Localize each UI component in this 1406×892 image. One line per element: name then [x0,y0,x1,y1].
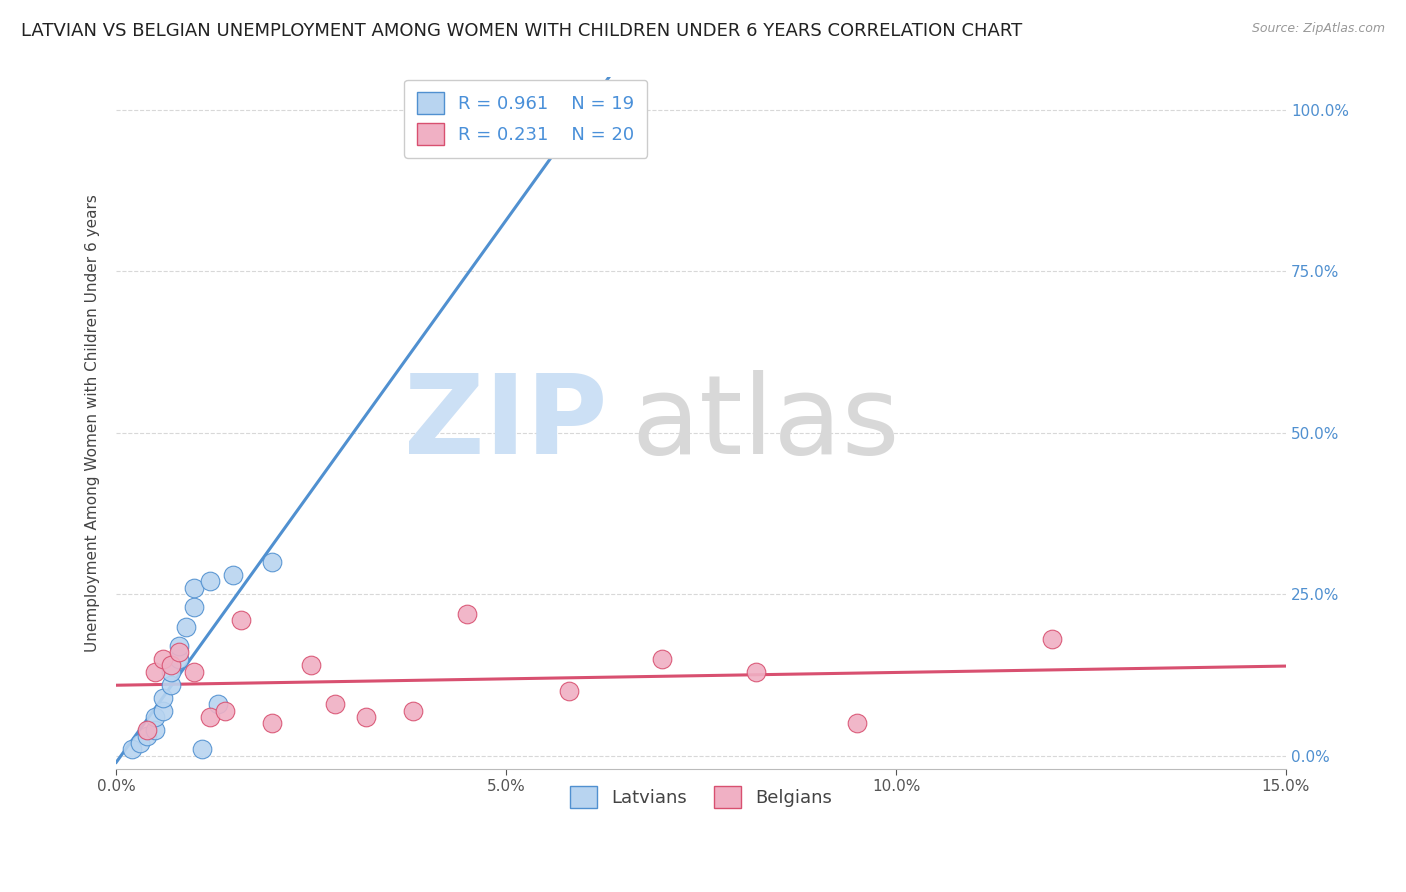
Point [744,665,766,679]
Point [401,704,423,718]
Y-axis label: Unemployment Among Women with Children Under 6 years: Unemployment Among Women with Children U… [86,194,100,652]
Point [354,710,377,724]
Point [229,613,252,627]
Text: atlas: atlas [631,369,900,476]
Point [1040,632,1063,647]
Point [191,742,214,756]
Point [176,619,198,633]
Point [207,697,229,711]
Point [198,574,221,589]
Point [222,567,245,582]
Point [143,723,166,737]
Point [557,684,579,698]
Point [262,716,284,731]
Point [152,690,174,705]
Point [136,723,159,737]
Legend: Latvians, Belgians: Latvians, Belgians [562,779,839,815]
Point [262,555,284,569]
Point [152,652,174,666]
Point [183,665,205,679]
Point [160,658,183,673]
Point [160,678,183,692]
Point [167,645,190,659]
Point [121,742,143,756]
Point [846,716,869,731]
Text: ZIP: ZIP [404,369,607,476]
Point [128,736,150,750]
Point [323,697,346,711]
Point [183,581,205,595]
Text: LATVIAN VS BELGIAN UNEMPLOYMENT AMONG WOMEN WITH CHILDREN UNDER 6 YEARS CORRELAT: LATVIAN VS BELGIAN UNEMPLOYMENT AMONG WO… [21,22,1022,40]
Point [143,665,166,679]
Point [214,704,236,718]
Text: Source: ZipAtlas.com: Source: ZipAtlas.com [1251,22,1385,36]
Point [198,710,221,724]
Point [152,704,174,718]
Point [651,652,673,666]
Point [299,658,322,673]
Point [136,729,159,743]
Point [143,710,166,724]
Point [456,607,478,621]
Point [160,665,183,679]
Point [167,652,190,666]
Point [167,639,190,653]
Point [183,600,205,615]
